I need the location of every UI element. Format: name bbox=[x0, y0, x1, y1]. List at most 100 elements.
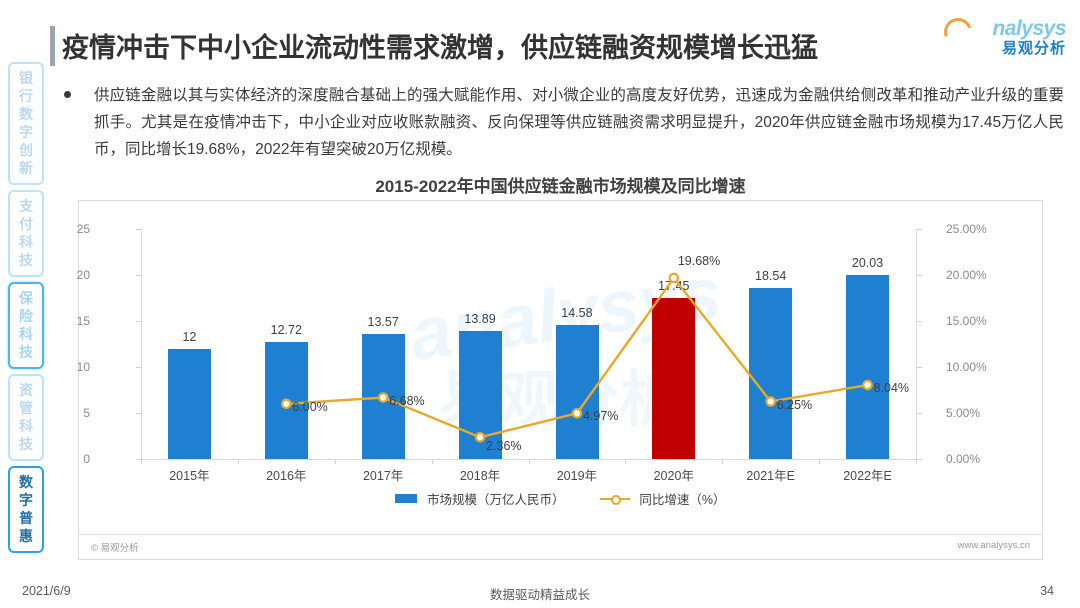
sidebar-item-digital-inclusive-finance[interactable]: 数字普惠 bbox=[8, 466, 44, 553]
page-title: 疫情冲击下中小企业流动性需求激增，供应链融资规模增长迅猛 bbox=[62, 33, 818, 63]
logo-latin-text: nalysys bbox=[992, 17, 1066, 40]
sidebar-item-insurance-tech[interactable]: 保险科技 bbox=[8, 282, 44, 369]
analysys-logo: nalysys 易观分析 bbox=[926, 13, 1067, 70]
legend-item-market-size[interactable]: 市场规模（万亿人民币） bbox=[395, 489, 564, 508]
sidebar-item-label: 支付科技 bbox=[19, 198, 33, 268]
x-axis-tick-label: 2020年 bbox=[653, 469, 694, 483]
bar-value-label: 12.72 bbox=[270, 322, 302, 337]
x-axis-tick bbox=[819, 459, 821, 464]
y-axis-left-tick bbox=[136, 413, 141, 414]
chart-source: © 易观分析 bbox=[91, 543, 139, 554]
line-point-marker[interactable] bbox=[668, 272, 680, 284]
y-axis-left-tick-label: 10 bbox=[76, 360, 90, 374]
sidebar-item-label: 保险科技 bbox=[19, 290, 33, 360]
y-axis-right-tick-label: 25.00% bbox=[946, 222, 987, 236]
y-axis-right-tick-label: 5.00% bbox=[946, 406, 981, 420]
legend-item-growth-rate[interactable]: 同比增速（%） bbox=[599, 489, 726, 508]
slide-footer: 2021/6/9 数据驱动精益成长 34 bbox=[0, 582, 1080, 604]
y-axis-left-line bbox=[141, 229, 142, 459]
line-value-label: 6.68% bbox=[389, 393, 425, 408]
y-axis-left-tick-label: 25 bbox=[76, 222, 90, 236]
x-axis-tick-label: 2022年E bbox=[843, 469, 892, 483]
line-value-label: 2.36% bbox=[486, 439, 522, 454]
bar-value-label: 14.58 bbox=[561, 305, 593, 320]
bar-column: 12 bbox=[141, 229, 238, 459]
sidebar-item-payment-tech[interactable]: 支付科技 bbox=[8, 190, 44, 277]
footer-slogan: 数据驱动精益成长 bbox=[489, 588, 590, 602]
y-axis-left-tick bbox=[136, 275, 141, 276]
bullet-icon bbox=[64, 91, 71, 98]
y-axis-right-tick-label: 10.00% bbox=[946, 360, 987, 374]
x-axis-line bbox=[141, 459, 916, 460]
line-point-marker[interactable] bbox=[281, 398, 292, 410]
bar-column: 17.45 bbox=[625, 229, 722, 459]
x-axis-tick-label: 2017年 bbox=[362, 469, 404, 483]
y-axis-right-line bbox=[916, 229, 917, 459]
chart-footer: © 易观分析 www.analysys.cn bbox=[79, 534, 1042, 559]
x-axis-tick bbox=[722, 459, 724, 464]
bar-value-label: 18.54 bbox=[755, 269, 787, 284]
line-value-label: 6.25% bbox=[776, 397, 813, 412]
x-axis-tick-label: 2019年 bbox=[556, 469, 598, 483]
bar[interactable] bbox=[749, 288, 793, 459]
bar[interactable] bbox=[168, 348, 211, 459]
y-axis-right-tick bbox=[917, 275, 922, 276]
y-axis-right-tick-label: 15.00% bbox=[946, 314, 987, 328]
legend-line-swatch-icon bbox=[599, 494, 630, 505]
y-axis-left-tick bbox=[136, 367, 141, 368]
sidebar-item-banking-digital-innovation[interactable]: 银行数字创新 bbox=[8, 62, 44, 185]
slide-header: 疫情冲击下中小企业流动性需求激增，供应链融资规模增长迅猛 nalysys 易观分… bbox=[0, 10, 1080, 66]
x-axis-tick-label: 2016年 bbox=[266, 469, 307, 483]
bar[interactable] bbox=[846, 274, 890, 459]
footer-date: 2021/6/9 bbox=[22, 584, 71, 598]
bar[interactable] bbox=[652, 298, 696, 459]
chart-card: 2015-2022年中国供应链金融市场规模及同比增速 analysys 易观分析… bbox=[77, 177, 1043, 560]
bar-value-label: 20.03 bbox=[851, 255, 884, 270]
line-point-marker[interactable] bbox=[474, 431, 486, 443]
line-point-marker[interactable] bbox=[571, 407, 583, 419]
line-value-label: 4.97% bbox=[582, 409, 619, 424]
bar-value-label: 13.57 bbox=[367, 315, 399, 330]
y-axis-left-tick bbox=[136, 321, 141, 322]
y-axis-right-tick bbox=[917, 459, 922, 460]
chart-title: 2015-2022年中国供应链金融市场规模及同比增速 bbox=[375, 177, 746, 196]
x-axis-tick bbox=[334, 459, 336, 464]
plot-area: 0 5 10 15 20 25 0.00% 5.00% 10.00% 15.00% 20.00% 2… bbox=[77, 222, 987, 483]
x-axis-tick-label: 2015年 bbox=[169, 469, 210, 483]
y-axis-right-tick bbox=[917, 229, 922, 230]
sidebar-item-label: 资管科技 bbox=[19, 382, 33, 452]
sidebar-item-label: 数字普惠 bbox=[19, 474, 33, 544]
bar-value-label: 12 bbox=[182, 329, 197, 344]
x-axis-tick-label: 2018年 bbox=[459, 469, 501, 483]
line-value-label: 19.68% bbox=[677, 253, 721, 268]
line-point-marker[interactable] bbox=[765, 396, 776, 407]
line-point-marker[interactable] bbox=[377, 392, 389, 403]
x-axis-tick bbox=[237, 459, 239, 464]
x-axis-tick-label: 2021年E bbox=[746, 469, 795, 483]
bar-column: 20.03 bbox=[819, 229, 916, 459]
intro-paragraph: 供应链金融以其与实体经济的深度融合基础上的强大赋能作用、对小微企业的高度友好优势… bbox=[94, 87, 1064, 158]
bar-column: 18.54 bbox=[722, 229, 819, 459]
logo-chinese-text: 易观分析 bbox=[1001, 40, 1066, 57]
y-axis-left-tick-label: 0 bbox=[83, 452, 90, 466]
sidebar-item-asset-management-tech[interactable]: 资管科技 bbox=[8, 374, 44, 461]
y-axis-left-tick-label: 20 bbox=[76, 268, 90, 282]
chart-legend: 市场规模（万亿人民币） 同比增速（%） bbox=[79, 489, 1042, 508]
chart-url: www.analysys.cn bbox=[957, 540, 1030, 551]
y-axis-right-tick bbox=[917, 367, 922, 368]
line-point-marker[interactable] bbox=[862, 379, 873, 391]
y-axis-left-tick-label: 15 bbox=[76, 314, 90, 328]
intro-block: 供应链金融以其与实体经济的深度融合基础上的强大赋能作用、对小微企业的高度友好优势… bbox=[64, 82, 1064, 163]
y-axis-left-tick-label: 5 bbox=[83, 406, 90, 420]
y-axis-right-tick bbox=[917, 413, 922, 414]
x-axis-tick bbox=[431, 459, 433, 464]
bar-column: 13.89 bbox=[432, 229, 529, 459]
title-accent-bar bbox=[50, 26, 55, 66]
line-value-label: 8.04% bbox=[873, 381, 910, 396]
line-value-label: 6.00% bbox=[292, 399, 328, 414]
bar-value-label: 13.89 bbox=[464, 312, 496, 327]
x-axis-tick bbox=[528, 459, 530, 464]
y-axis-right-tick-label: 0.00% bbox=[946, 452, 981, 466]
sidebar-item-label: 银行数字创新 bbox=[19, 70, 33, 176]
y-axis-left-tick bbox=[136, 459, 141, 460]
